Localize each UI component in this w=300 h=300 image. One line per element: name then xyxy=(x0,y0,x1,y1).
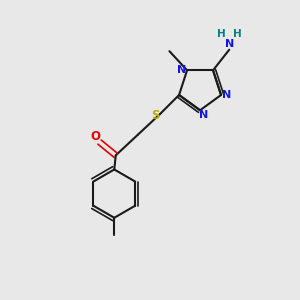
Text: H: H xyxy=(233,29,242,39)
Text: N: N xyxy=(177,65,186,75)
Text: H: H xyxy=(217,29,225,39)
Text: N: N xyxy=(225,39,234,50)
Text: N: N xyxy=(199,110,208,120)
Text: O: O xyxy=(90,130,100,143)
Text: S: S xyxy=(151,109,160,122)
Text: N: N xyxy=(222,90,231,100)
